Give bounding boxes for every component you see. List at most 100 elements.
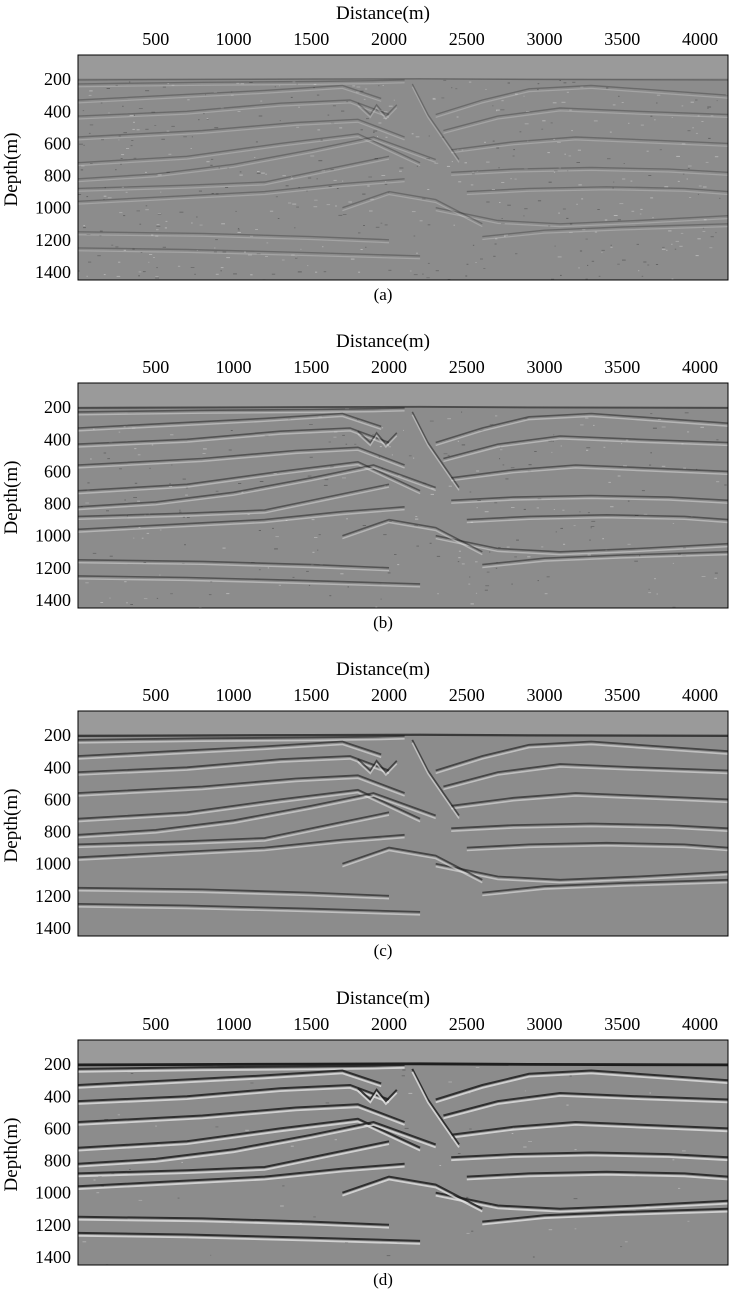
reflector-dark <box>78 178 405 202</box>
reflector-light <box>451 139 728 154</box>
reflector-dark <box>78 446 405 466</box>
y-tick-label: 200 <box>44 725 71 745</box>
x-axis-title: Distance(m) <box>336 331 430 352</box>
y-axis-title: Depth(m) <box>1 1118 22 1192</box>
reflector-light <box>443 438 728 463</box>
reflector-dark <box>78 903 421 913</box>
reflector-dark <box>78 774 405 794</box>
reflector-dark <box>78 1231 421 1242</box>
plot-frame <box>77 382 729 609</box>
seismic-image <box>78 1040 728 1265</box>
x-tick-label: 1500 <box>293 1014 329 1034</box>
reflector-dark <box>78 811 390 846</box>
y-tick-label: 1400 <box>35 262 71 282</box>
reflector-dark <box>78 755 390 773</box>
reflector-light <box>78 463 421 495</box>
reflector-light <box>451 825 728 833</box>
reflector-light <box>342 1178 483 1213</box>
reflector-dark <box>78 407 405 413</box>
reflector-dark <box>78 460 421 492</box>
reflector-light <box>78 87 382 104</box>
reflector-dark <box>78 886 390 897</box>
reflector-light <box>78 737 405 744</box>
reflector-light <box>78 415 382 432</box>
water-layer <box>78 55 728 79</box>
x-tick-label: 3500 <box>604 685 640 705</box>
x-tick-label: 4000 <box>682 357 718 377</box>
reflector-dark <box>78 559 390 569</box>
reflector-light <box>435 865 728 884</box>
x-tick-label: 4000 <box>682 29 718 49</box>
reflector-dark <box>451 792 728 807</box>
y-tick-label: 400 <box>44 429 71 449</box>
reflector-light <box>78 1234 421 1245</box>
reflector-light <box>443 766 728 791</box>
reflector-dark <box>435 740 728 772</box>
reflector-light <box>435 209 728 228</box>
reflector-light <box>78 1218 390 1229</box>
y-axis-title: Depth(m) <box>1 461 22 535</box>
panel-b: Distance(m) 500 1000 1500 2000 2500 3000 3500 40… <box>0 328 733 653</box>
plot-frame <box>77 1039 729 1266</box>
reflector-light <box>78 180 405 205</box>
reflector-light <box>466 516 728 524</box>
x-tick-label: 3500 <box>604 357 640 377</box>
reflector-light <box>78 814 390 849</box>
reflector-dark <box>435 207 728 225</box>
y-axis-title: Depth(m) <box>1 789 22 863</box>
y-tick-label: 1200 <box>35 230 71 250</box>
reflector-light <box>78 1165 405 1190</box>
y-tick-label: 1400 <box>35 918 71 938</box>
reflector-light <box>482 553 728 569</box>
reflector-dark <box>78 1120 437 1165</box>
x-axis-title: Distance(m) <box>336 988 430 1009</box>
x-tick-label: 2000 <box>371 29 407 49</box>
seafloor-reflector <box>78 405 728 409</box>
reflector-dark <box>482 223 728 238</box>
reflector-dark <box>357 1087 398 1103</box>
seismic-figure: Distance(m) 500 1000 1500 2000 2500 3000 3500 40… <box>1 3 729 304</box>
reflector-dark <box>482 1207 728 1223</box>
reflector-dark <box>435 84 728 116</box>
seafloor-reflector <box>78 733 728 738</box>
reflector-light <box>78 102 390 120</box>
y-tick-label: 1200 <box>35 558 71 578</box>
reflector-dark <box>78 1215 390 1226</box>
reflector-dark <box>78 118 405 138</box>
reflector-light <box>78 486 390 521</box>
x-axis-title: Distance(m) <box>336 659 430 680</box>
reflector-light <box>78 836 405 861</box>
seismic-image <box>78 383 728 608</box>
reflector-light <box>78 82 405 88</box>
y-tick-label: 1000 <box>35 854 71 874</box>
reflector-dark <box>78 84 382 101</box>
reflector-dark <box>78 99 390 117</box>
x-tick-label: 2000 <box>371 357 407 377</box>
y-tick-label: 800 <box>44 822 71 842</box>
reflector-light <box>342 193 483 228</box>
reflector-dark <box>78 464 436 508</box>
x-tick-label: 500 <box>142 29 169 49</box>
reflector-dark <box>451 464 728 479</box>
plot-frame <box>77 54 729 281</box>
x-axis-title: Distance(m) <box>336 3 430 24</box>
y-tick-label: 600 <box>44 1118 71 1138</box>
reflector-dark <box>411 1068 460 1146</box>
x-tick-label: 1000 <box>216 357 252 377</box>
reflector-light <box>451 1154 728 1162</box>
reflector-dark <box>466 513 728 521</box>
reflector-light <box>443 110 728 135</box>
x-tick-label: 3500 <box>604 1014 640 1034</box>
panel-caption: (b) <box>373 613 393 632</box>
seafloor-reflector <box>78 78 728 81</box>
seismic-figure: Distance(m) 500 1000 1500 2000 2500 3000 3500 40… <box>1 331 729 632</box>
reflector-dark <box>443 107 728 132</box>
reflector-light <box>435 537 728 556</box>
reflector-light <box>482 225 728 241</box>
panel-caption: (a) <box>374 285 393 304</box>
x-tick-label: 2500 <box>449 685 485 705</box>
reflector-dark <box>357 102 398 118</box>
reflector-light <box>451 497 728 504</box>
y-tick-label: 600 <box>44 789 71 809</box>
reflector-dark <box>78 231 390 241</box>
